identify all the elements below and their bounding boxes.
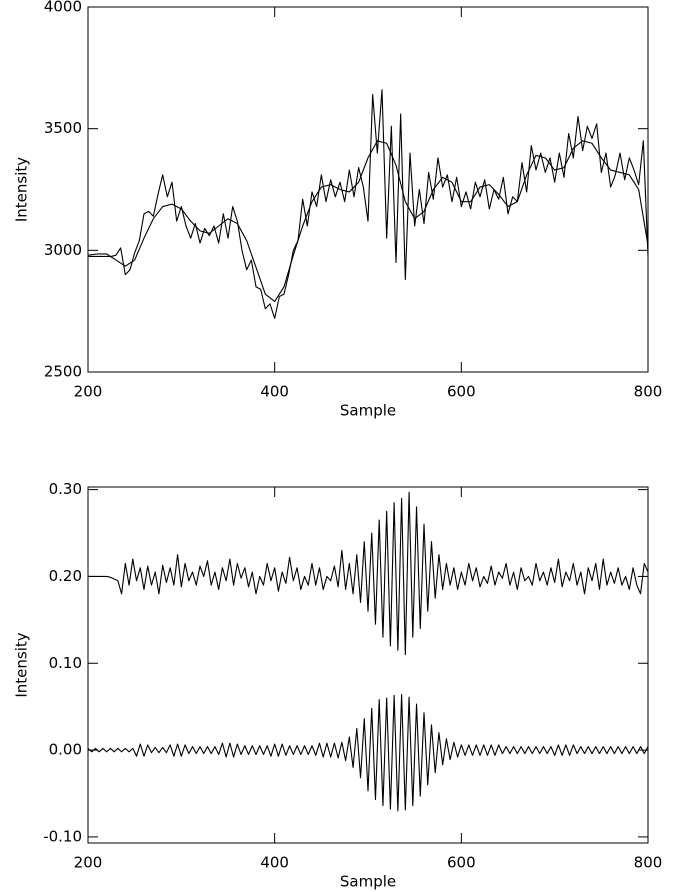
- x-tick-label: 200: [74, 854, 103, 872]
- data-line: [88, 89, 649, 320]
- y-tick-label: 0.00: [49, 741, 82, 759]
- plot-frame: [87, 6, 649, 373]
- x-tick-label: 600: [447, 854, 476, 872]
- x-tick-label: 800: [634, 383, 663, 401]
- data-line: [87, 693, 649, 812]
- x-tick-label: 400: [260, 854, 289, 872]
- x-axis-label: Sample: [340, 873, 396, 891]
- data-line: [88, 491, 649, 656]
- y-tick-label: 0.30: [49, 480, 82, 498]
- y-tick-label: -0.10: [43, 827, 82, 845]
- plot-frame: [87, 486, 649, 844]
- x-axis-label: Sample: [340, 402, 396, 420]
- x-tick-label: 800: [634, 854, 663, 872]
- y-tick-label: 4000: [44, 0, 82, 16]
- y-axis-label: Intensity: [13, 632, 31, 697]
- y-axis-label: Intensity: [13, 157, 31, 222]
- x-tick-label: 600: [447, 383, 476, 401]
- y-tick-label: 0.10: [49, 654, 82, 672]
- x-tick-label: 200: [74, 383, 103, 401]
- y-tick-label: 2500: [44, 363, 82, 381]
- data-line: [87, 140, 649, 302]
- y-tick-label: 3500: [44, 119, 82, 137]
- y-tick-label: 0.20: [49, 567, 82, 585]
- x-tick-label: 400: [260, 383, 289, 401]
- y-tick-label: 3000: [44, 241, 82, 259]
